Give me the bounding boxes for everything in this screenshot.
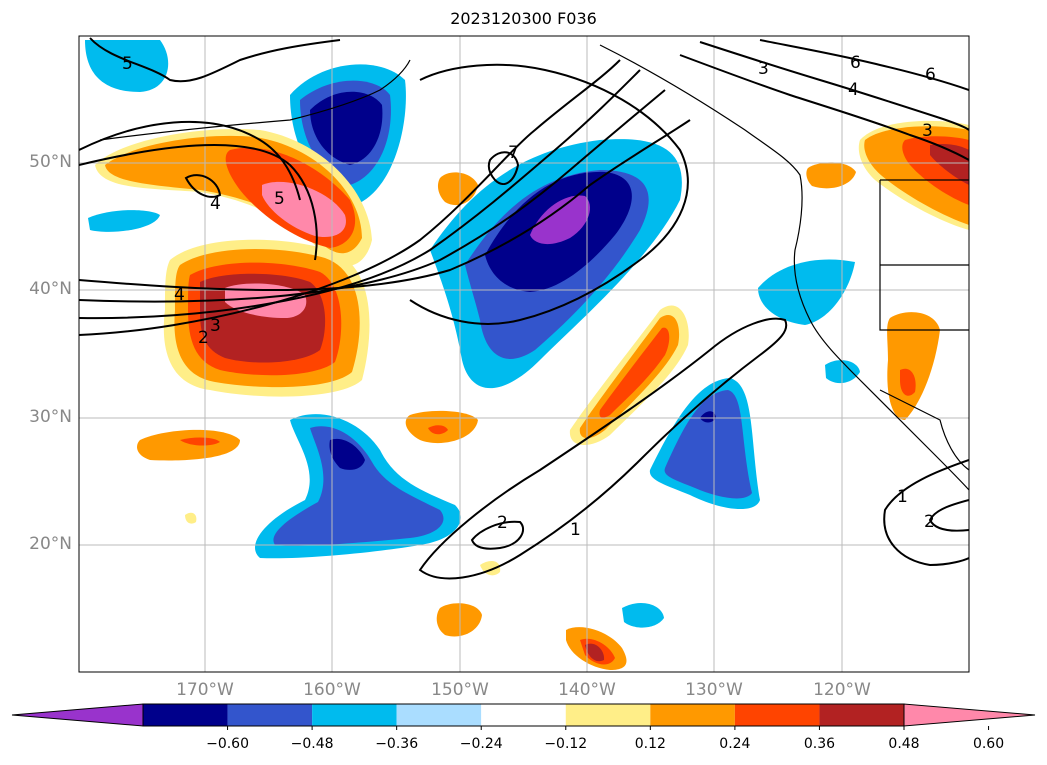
colorbar-tick-label: −0.24: [459, 736, 503, 752]
anomaly-region: [225, 283, 307, 318]
contour-label: 4: [174, 285, 185, 305]
contour-label: 3: [210, 316, 221, 336]
contour-label: 6: [925, 65, 936, 85]
lon-label: 170°W: [176, 680, 234, 700]
colorbar-segment: [734, 704, 820, 726]
colorbar-arrow-right: [903, 703, 1036, 727]
contour-label: 2: [497, 513, 508, 533]
contour-label: 7: [508, 143, 519, 163]
anomaly-region: [262, 181, 346, 238]
anomaly-region: [88, 210, 160, 232]
anomaly-region: [185, 512, 197, 524]
anomaly-region: [900, 368, 916, 396]
colorbar-segment: [227, 704, 313, 726]
anomaly-region: [137, 429, 240, 461]
contour-label: 1: [897, 487, 908, 507]
colorbar-segment: [650, 704, 735, 726]
contour-label: 1: [570, 520, 581, 540]
colorbar-tick-label: −0.12: [544, 736, 588, 752]
anomaly-region: [585, 643, 605, 662]
anomaly-region: [599, 327, 670, 418]
lon-label: 150°W: [431, 680, 489, 700]
colorbar-segment: [819, 704, 904, 726]
colorbar-tick-label: −0.60: [206, 736, 249, 752]
lat-label: 30°N: [29, 407, 72, 427]
colorbar-segment: [565, 704, 651, 726]
contour-label: 5: [274, 189, 285, 209]
colorbar-tick-label: 0.48: [888, 736, 920, 752]
anomaly-region: [85, 40, 169, 92]
contour-label: 2: [924, 512, 935, 532]
lat-label: 50°N: [29, 152, 72, 172]
lon-label: 120°W: [813, 680, 871, 700]
contour-label: 3: [758, 59, 769, 79]
contour-label: 4: [210, 194, 221, 214]
lon-label: 130°W: [685, 680, 743, 700]
anomaly-region: [887, 312, 940, 420]
map-title: 2023120300 F036: [450, 9, 597, 28]
lat-label: 20°N: [29, 534, 72, 554]
colorbar-segment: [396, 704, 482, 726]
contour-label: 3: [922, 121, 933, 141]
anomaly-region: [622, 603, 664, 628]
height-contours: [79, 37, 969, 580]
anomaly-region: [273, 426, 444, 546]
contour-label: 6: [850, 53, 861, 73]
coastline: [99, 44, 969, 491]
colorbar-border: [142, 703, 905, 727]
anomaly-region: [180, 437, 220, 446]
anomaly-region: [758, 259, 855, 325]
colorbar: [11, 703, 1036, 730]
map-frame: [78, 35, 970, 673]
anomaly-region: [806, 162, 856, 189]
gridlines: [79, 36, 969, 672]
contour-label: 4: [848, 80, 859, 100]
contour-label: 2: [198, 328, 209, 348]
colorbar-segment: [143, 704, 228, 726]
colorbar-tick-label: −0.36: [375, 736, 419, 752]
colorbar-tick-label: 0.60: [972, 736, 1005, 752]
lat-label: 40°N: [29, 279, 72, 299]
colorbar-tick-label: 0.12: [634, 736, 666, 752]
colorbar-tick-label: 0.36: [803, 736, 836, 752]
anomaly-region: [700, 411, 716, 423]
lon-label: 160°W: [303, 680, 361, 700]
anomaly-region: [530, 195, 590, 245]
colorbar-segment: [481, 704, 566, 726]
lon-label: 140°W: [558, 680, 616, 700]
anomaly-region: [428, 425, 448, 435]
contour-label: 5: [122, 54, 133, 74]
colorbar-tick-label: −0.48: [290, 736, 334, 752]
colorbar-segment: [312, 704, 397, 726]
anomaly-region: [436, 603, 482, 637]
colorbar-arrow-left: [11, 703, 144, 727]
anomaly-region: [664, 390, 752, 499]
anomaly-region: [329, 438, 365, 470]
colorbar-tick-label: 0.24: [719, 736, 751, 752]
